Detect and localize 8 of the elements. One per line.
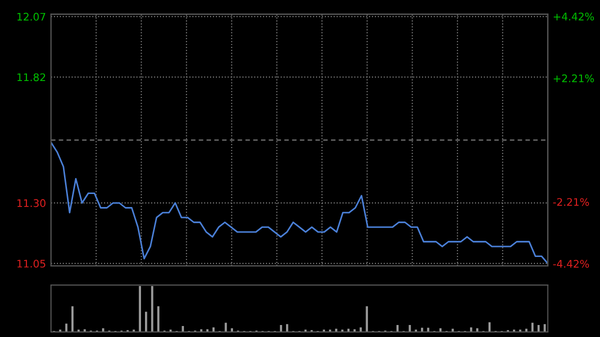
y-tick-label: 11.82: [17, 73, 46, 82]
y2-tick-label: -2.21%: [553, 198, 589, 206]
y2-tick-label: +2.21%: [554, 74, 594, 82]
y-tick-label: 11.30: [17, 199, 46, 208]
y-tick-label: 11.05: [17, 260, 46, 268]
y2-tick-label: +4.42%: [554, 12, 594, 20]
y2-tick-label: -4.42%: [553, 260, 589, 268]
y-tick-label: 12.07: [17, 12, 46, 21]
